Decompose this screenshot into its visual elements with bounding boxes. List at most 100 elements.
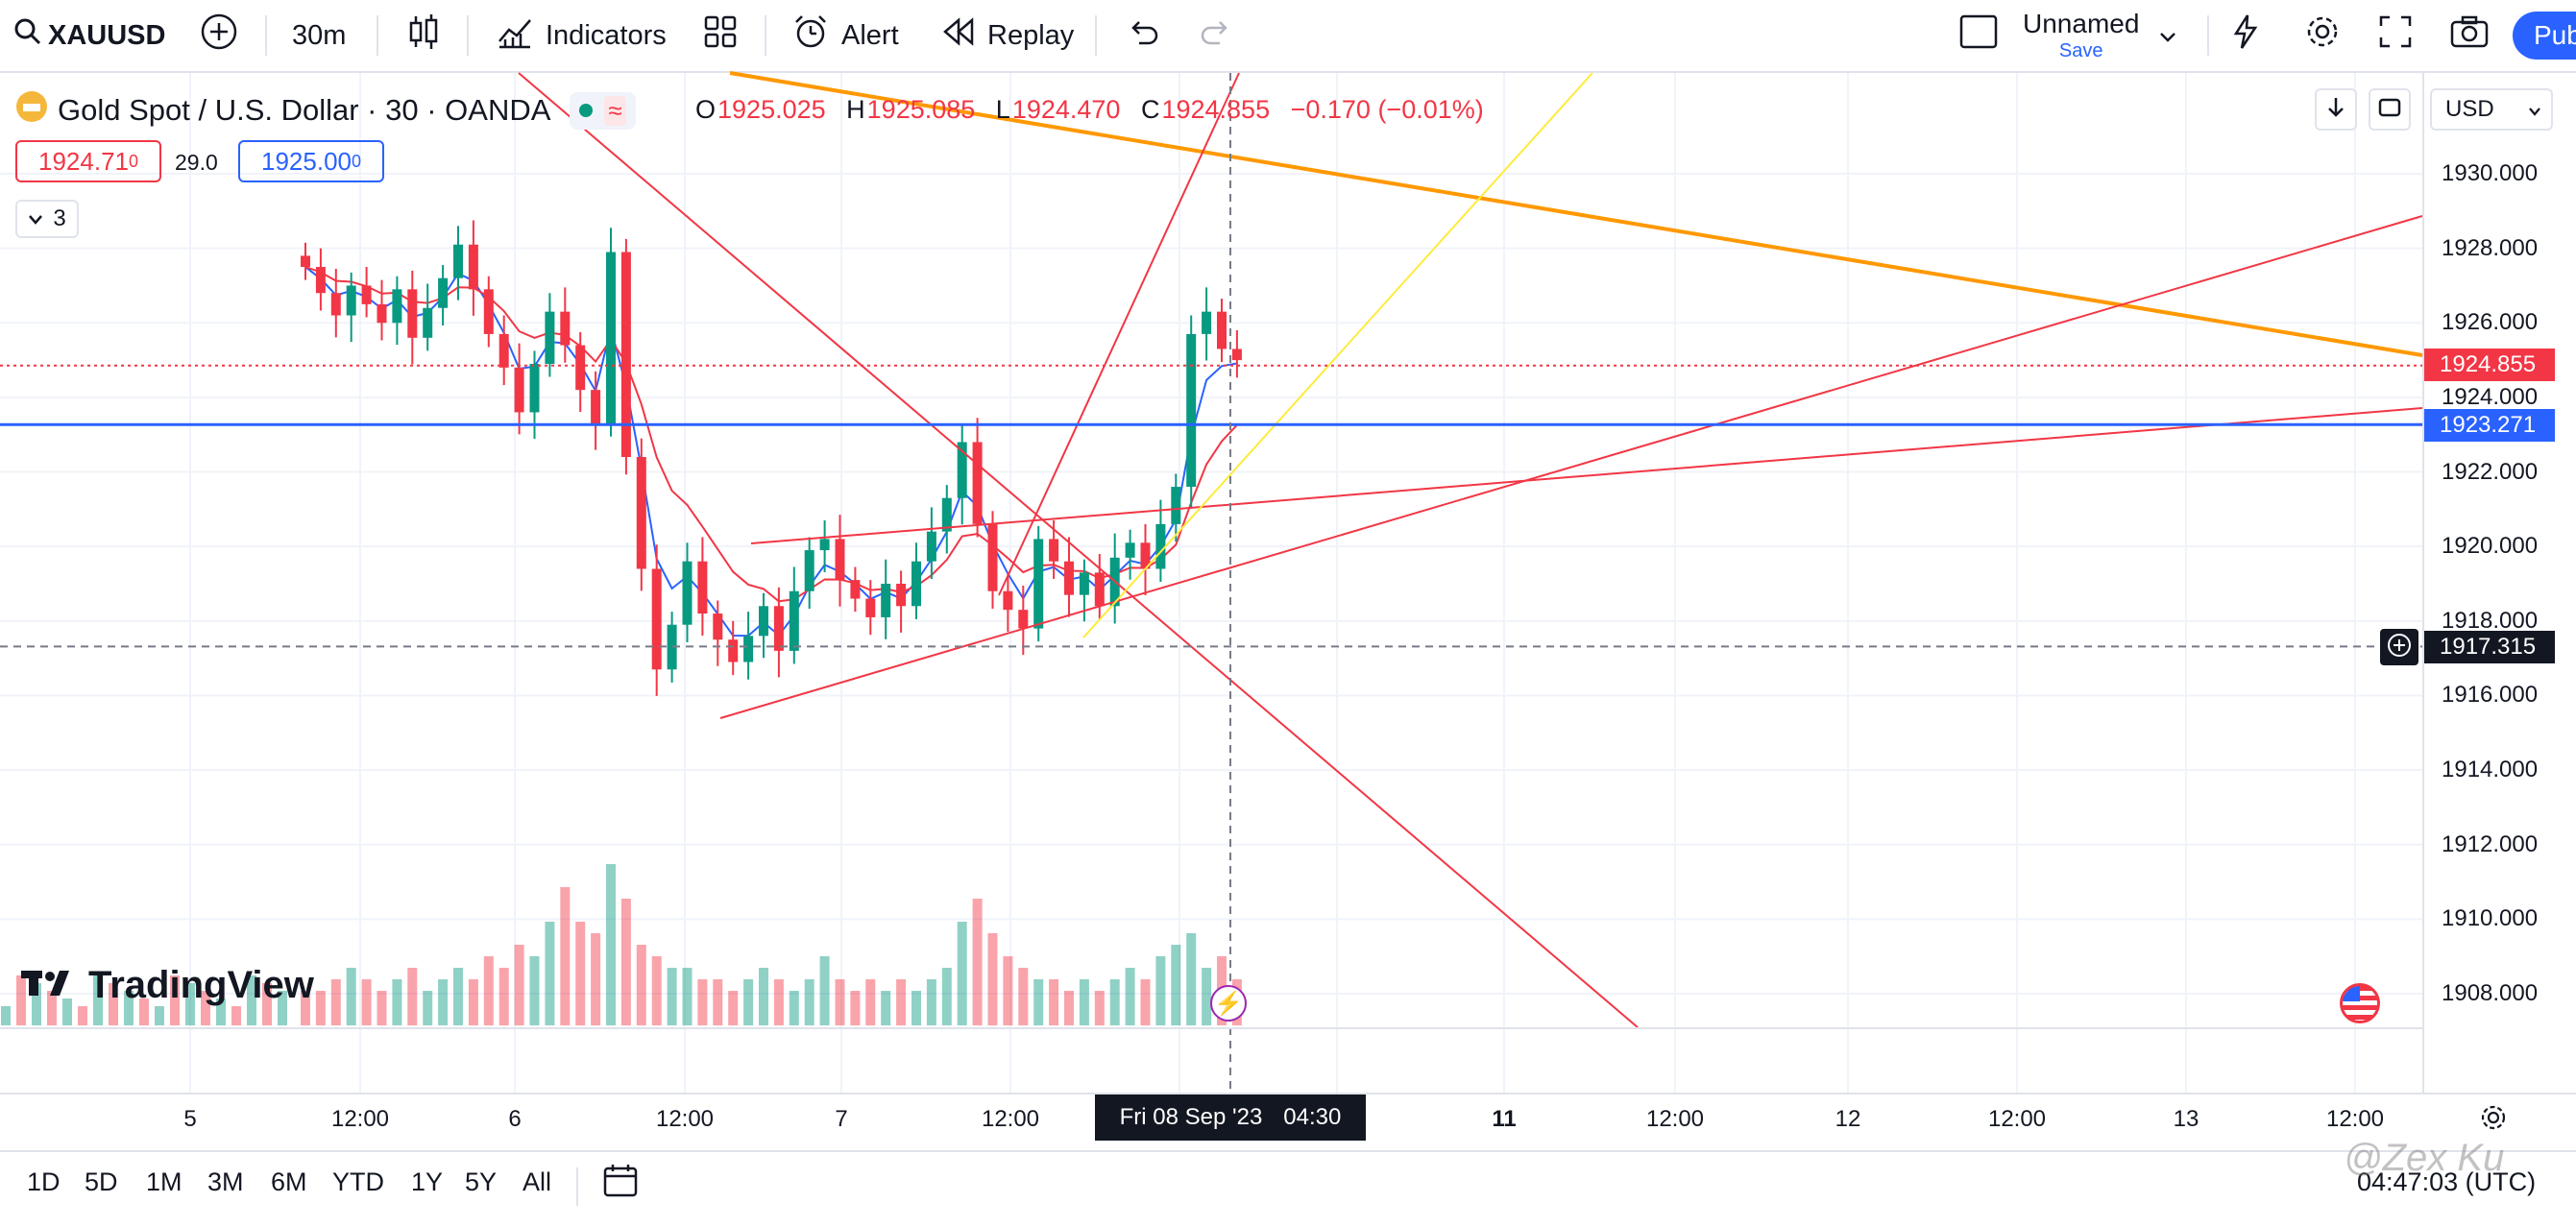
price-chart[interactable] <box>0 0 2576 1152</box>
publish-button[interactable]: Pub <box>2513 12 2576 60</box>
interval-label: 30m <box>292 19 347 51</box>
undo-icon <box>1126 14 1160 57</box>
chart-type-button[interactable] <box>407 0 440 71</box>
snapshot-button[interactable] <box>2449 0 2490 71</box>
events-lightning-icon[interactable]: ⚡ <box>1210 985 1247 1022</box>
candle-body <box>1171 487 1181 524</box>
volume-bar <box>170 975 180 1025</box>
candle-body <box>1140 542 1151 569</box>
range-button-all[interactable]: All <box>522 1167 552 1196</box>
volume-bar <box>1125 968 1135 1025</box>
alert-button[interactable]: Alert <box>791 0 899 71</box>
crosshair-price-label: 1917.315 <box>2424 631 2555 663</box>
top-toolbar: XAUUSD 30m Indicators Alert <box>0 0 2576 73</box>
volume-bar <box>651 956 662 1025</box>
volume-bar <box>606 864 616 1025</box>
range-button-3m[interactable]: 3M <box>207 1167 244 1196</box>
candlestick-series <box>301 220 1242 696</box>
volume-bar <box>620 899 631 1025</box>
candle-body <box>987 523 998 591</box>
price-axis-label: 1912.000 <box>2442 830 2539 857</box>
replay-button[interactable]: Replay <box>941 0 1074 71</box>
volume-bar <box>1140 979 1151 1025</box>
market-status-badge[interactable]: ≈ <box>570 91 636 130</box>
redo-button[interactable] <box>1199 0 1233 71</box>
scale-down-button[interactable] <box>2315 88 2357 131</box>
camera-icon <box>2449 14 2490 57</box>
interval-button[interactable]: 30m <box>292 0 346 71</box>
open-value: 1925.025 <box>717 95 826 124</box>
range-button-6m[interactable]: 6M <box>271 1167 307 1196</box>
yellow-trend-line <box>1082 72 1593 638</box>
sell-button[interactable]: 1924.71 0 <box>15 140 161 182</box>
gear-icon <box>2303 12 2342 59</box>
currency-select[interactable]: USD <box>2430 88 2553 131</box>
time-axis-label: 5 <box>183 1106 197 1132</box>
candle-body <box>1231 349 1242 361</box>
range-button-1d[interactable]: 1D <box>27 1167 61 1196</box>
range-button-5d[interactable]: 5D <box>85 1167 118 1196</box>
layout-square-icon <box>1959 14 1998 57</box>
candle-body <box>514 367 524 413</box>
candle-body <box>591 390 601 424</box>
volume-bar <box>560 887 571 1025</box>
volume-bar <box>201 991 210 1025</box>
volume-bar <box>315 991 326 1025</box>
us-flag-icon[interactable] <box>2340 983 2380 1023</box>
range-button-ytd[interactable]: YTD <box>332 1167 384 1196</box>
compare-button[interactable] <box>200 0 238 71</box>
indicators-button[interactable]: Indicators <box>496 0 667 71</box>
range-button-1y[interactable]: 1Y <box>411 1167 444 1196</box>
fullscreen-button[interactable] <box>2378 0 2413 71</box>
candle-body <box>545 311 555 364</box>
replay-label: Replay <box>987 19 1075 51</box>
chevron-down-icon <box>28 205 43 232</box>
scale-toggle-button[interactable] <box>2369 88 2411 131</box>
tradingview-logo[interactable]: TradingView <box>21 964 314 1007</box>
layout-name: Unnamed <box>2023 9 2140 38</box>
volume-bar <box>987 933 998 1025</box>
volume-bar <box>667 968 677 1025</box>
quick-search-button[interactable] <box>2226 0 2265 71</box>
candle-body <box>330 293 341 316</box>
time-axis-settings-button[interactable] <box>2478 1102 2509 1138</box>
volume-bar <box>697 979 708 1025</box>
utc-clock[interactable]: 04:47:03 (UTC) <box>2357 1167 2537 1196</box>
layout-select[interactable]: Unnamed Save <box>1959 0 2177 71</box>
volume-bar <box>1064 991 1074 1025</box>
volume-bar <box>185 983 195 1025</box>
undo-button[interactable] <box>1126 0 1160 71</box>
volume-bar <box>728 991 739 1025</box>
separator <box>377 15 378 56</box>
price-axis-label: 1910.000 <box>2442 905 2539 932</box>
volume-bar <box>819 956 830 1025</box>
volume-bar <box>1033 979 1044 1025</box>
volume-bar <box>361 979 372 1025</box>
spread-value: 29.0 <box>175 150 218 175</box>
range-button-1m[interactable]: 1M <box>146 1167 182 1196</box>
lightning-icon <box>2226 12 2265 59</box>
time-axis-label: 11 <box>1492 1106 1517 1132</box>
add-alert-plus-button[interactable] <box>2380 629 2418 665</box>
indicators-collapse-button[interactable]: 3 <box>15 200 79 238</box>
separator <box>765 15 766 56</box>
layouts-button[interactable] <box>703 0 738 71</box>
redo-icon <box>1199 14 1233 57</box>
grid-icon <box>703 14 738 57</box>
price-axis-label: 1918.000 <box>2442 607 2539 634</box>
settings-button[interactable] <box>2303 0 2342 71</box>
time-axis-label: 12:00 <box>981 1106 1040 1132</box>
volume-bar <box>773 979 784 1025</box>
separator <box>576 1167 578 1206</box>
symbol-legend[interactable]: Gold Spot / U.S. Dollar · 30 · OANDA ≈ <box>15 86 636 134</box>
sell-price: 1924.71 <box>38 146 129 176</box>
volume-bar <box>1003 956 1013 1025</box>
range-button-5y[interactable]: 5Y <box>465 1167 498 1196</box>
date-range-picker-button[interactable] <box>601 1162 640 1205</box>
symbol-search[interactable]: XAUUSD <box>13 0 165 71</box>
indicator-count: 3 <box>53 205 66 231</box>
buy-button[interactable]: 1925.00 0 <box>238 140 384 182</box>
gear-icon <box>2478 1105 2509 1137</box>
arrow-down-icon <box>2326 96 2345 124</box>
last-price-label: 1924.855 <box>2424 349 2555 381</box>
